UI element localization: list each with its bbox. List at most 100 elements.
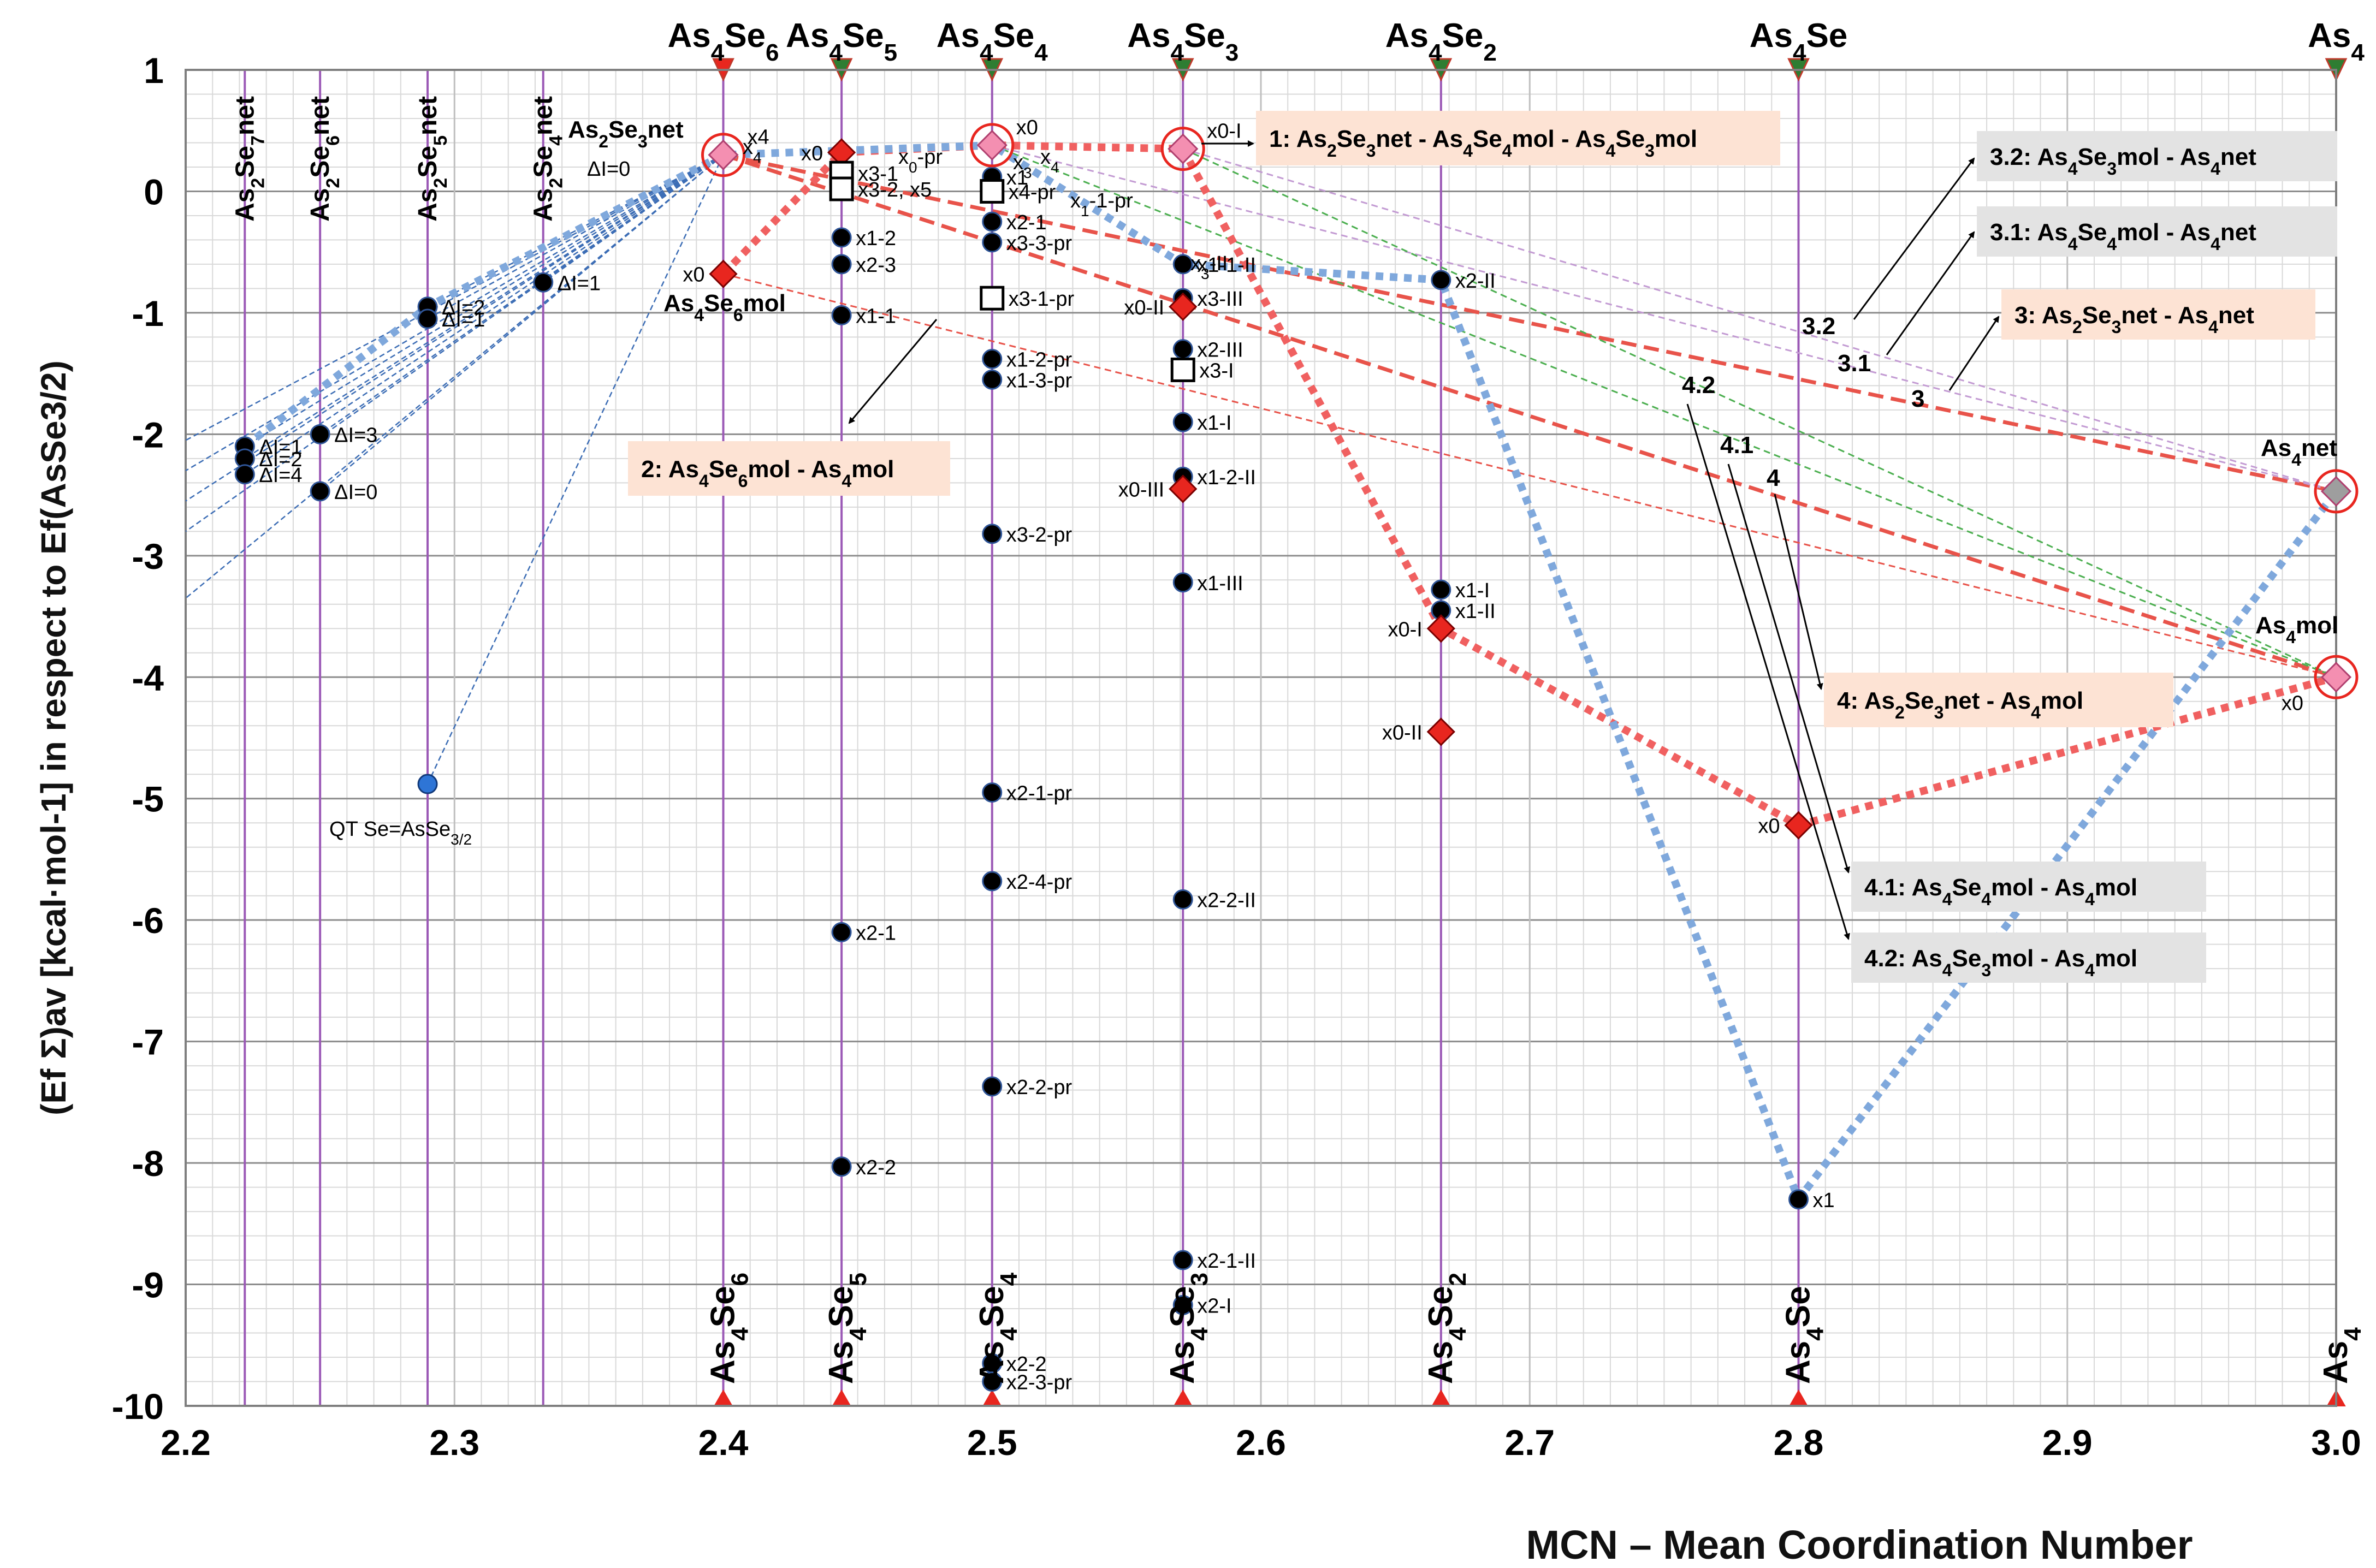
point-label: x2-1-II — [1197, 1250, 1256, 1273]
circled-marker-diamond — [2320, 476, 2352, 507]
tie-line-4-1 — [992, 144, 2337, 678]
bottom-triangle-marker — [1431, 1389, 1451, 1406]
y-tick-label: -4 — [132, 657, 164, 698]
point-label: x3-2, x5 — [858, 179, 932, 201]
legend-box-text: 3: As2Se3net - As4net — [2014, 302, 2254, 337]
text-run: . — [2003, 219, 2010, 246]
black-point — [831, 254, 852, 275]
network-line-label: As2Se4net — [529, 96, 567, 222]
text-run: As — [1750, 17, 1793, 55]
text-run: As — [306, 188, 335, 222]
text-run: 2 — [1895, 703, 1905, 722]
y-tick-label: 1 — [144, 50, 164, 91]
text-run: Se — [843, 17, 884, 55]
composition-bottom-label: As4Se2 — [1422, 1273, 1471, 1384]
text-run: -II — [1210, 252, 1228, 275]
text-run: - As — [1980, 687, 2031, 714]
text-run: As — [704, 1341, 742, 1384]
black-point — [982, 369, 1003, 390]
black-point — [234, 464, 255, 485]
black-point — [1172, 254, 1193, 275]
legend-box — [628, 441, 950, 496]
fan-line — [244, 154, 724, 447]
black-point — [831, 922, 852, 942]
y-tick-label: -7 — [132, 1022, 164, 1062]
composition-top-label: As4Se5 — [786, 17, 897, 66]
red-diamond-point — [1169, 474, 1198, 503]
red-diamond-point — [709, 259, 738, 288]
x-axis-title: MCN – Mean Coordination Number — [1526, 1522, 2193, 1567]
extra-label: As2Se3net — [568, 116, 684, 151]
black-point — [982, 1371, 1003, 1392]
tie-line-4-2 — [1182, 148, 2337, 678]
text-run: mol — [2095, 874, 2137, 901]
point-label: x1 — [1813, 1189, 1835, 1212]
text-run: - As — [2159, 144, 2211, 170]
point-label: x3-III — [1197, 288, 1243, 311]
text-run: 4 — [842, 471, 851, 491]
legend-box-text: 3.2: As4Se3mol - As4net — [1990, 144, 2256, 179]
text-run: 4 — [995, 1272, 1022, 1286]
text-run: - As — [1412, 126, 1463, 152]
point-label: x4 — [748, 126, 769, 149]
text-run: 4 — [1051, 159, 1059, 176]
point-label: x1-I — [1455, 579, 1490, 602]
x-tick-label: 2.2 — [161, 1422, 211, 1463]
text-run: 4 — [711, 39, 725, 66]
text-run: Se — [230, 146, 259, 178]
text-run: 1 — [1885, 874, 1898, 901]
legend-box — [1824, 673, 2173, 727]
black-point — [310, 481, 330, 502]
text-run: net — [306, 96, 335, 135]
circled-marker-diamond — [976, 129, 1008, 161]
text-run: 6 — [766, 39, 779, 66]
fan-line — [319, 154, 724, 435]
legend-box-text: 2: As4Se6mol - As4mol — [641, 456, 894, 491]
text-run: 4 — [1186, 1327, 1213, 1341]
text-run: 4 — [1864, 945, 1878, 972]
text-run: Se — [822, 1286, 860, 1327]
black-point — [1172, 889, 1193, 910]
point-label: x2-1 — [856, 922, 896, 945]
legend-box-text: 4: As2Se3net - As4mol — [1837, 687, 2083, 722]
text-run: 7 — [247, 135, 268, 146]
text-run: 4 — [1034, 39, 1048, 66]
point-label: x2-3-pr — [1006, 1371, 1073, 1394]
black-point — [1172, 412, 1193, 432]
composition-top-label: As4Se6 — [667, 17, 779, 66]
text-run: 3 — [2112, 317, 2122, 337]
text-run: 4 — [2107, 234, 2117, 254]
composition-top-label: As4Se3 — [1127, 17, 1239, 66]
text-run: - — [1089, 189, 1097, 212]
point-label: x0 — [683, 264, 704, 287]
text-run: 4 — [2068, 159, 2078, 179]
fan-line — [427, 154, 724, 320]
point-label: x2-3 — [856, 254, 896, 277]
bottom-triangle-marker — [832, 1389, 851, 1406]
text-run: x — [1013, 151, 1023, 174]
point-label: x2-2-II — [1197, 889, 1256, 912]
legend-box — [1256, 111, 1780, 165]
text-run: 4 — [2339, 1327, 2366, 1341]
text-run: 4 — [753, 149, 762, 166]
text-run: 6 — [733, 305, 743, 325]
text-run: -pr — [1107, 189, 1133, 212]
network-line-label: As2Se7net — [230, 96, 268, 222]
text-run: 3 — [2107, 159, 2117, 179]
network-line-label: As2Se6net — [306, 96, 343, 222]
text-run: - As — [791, 456, 842, 483]
text-run: . — [1877, 945, 1884, 972]
circled-marker-ring — [1160, 127, 1205, 171]
extra-label: x1-1-pr — [1070, 189, 1133, 219]
fan-line — [244, 154, 724, 459]
circled-marker-diamond — [1168, 133, 1199, 164]
text-run: 2 — [1483, 39, 1496, 66]
text-run: Se — [2078, 219, 2107, 246]
point-label: x0 — [1016, 116, 1038, 139]
text-run: 4 — [726, 1327, 753, 1341]
composition-bottom-label: As4Se4 — [973, 1272, 1022, 1384]
point-label: x2-4-pr — [1006, 871, 1073, 894]
text-run: As — [663, 290, 694, 317]
text-run: 4 — [2068, 234, 2078, 254]
text-run: 3/2 — [451, 831, 472, 848]
